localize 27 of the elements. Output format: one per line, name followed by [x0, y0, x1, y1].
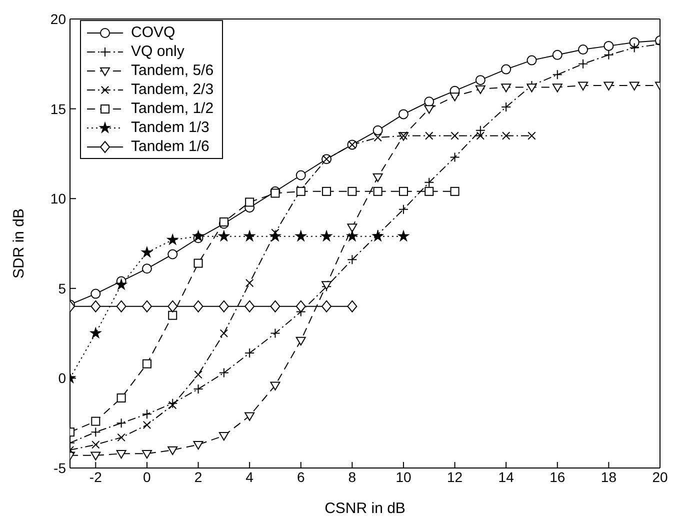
x-tick-label: 2: [194, 468, 202, 485]
x-tick-label: 6: [296, 468, 305, 485]
x-tick-label: 8: [348, 468, 356, 485]
y-tick-label: -5: [54, 460, 66, 476]
y-tick-label: 10: [50, 190, 66, 207]
legend-label: Tandem 1/6: [131, 138, 210, 155]
legend-label: Tandem, 5/6: [131, 62, 214, 79]
y-axis-title: SDR in dB: [10, 208, 28, 279]
x-tick-label: 16: [550, 468, 566, 485]
x-tick-label: 20: [652, 468, 668, 485]
x-tick-label: 0: [143, 468, 152, 485]
x-tick-label: 10: [396, 468, 412, 485]
x-axis-title: CSNR in dB: [324, 500, 406, 517]
x-tick-label: -2: [89, 468, 102, 485]
legend-label: Tandem 1/3: [131, 119, 210, 136]
y-tick-label: 0: [58, 370, 66, 386]
y-tick-label: 5: [58, 280, 66, 296]
x-tick-label: 18: [600, 468, 617, 485]
y-tick-label: 20: [50, 10, 66, 27]
x-tick-label: 4: [246, 468, 254, 485]
x-tick-label: 14: [498, 468, 514, 485]
y-tick-label: 15: [50, 100, 66, 117]
legend-label: COVQ: [131, 24, 176, 41]
legend-label: VQ only: [131, 43, 184, 60]
x-tick-label: 12: [446, 468, 463, 485]
legend-label: Tandem, 2/3: [131, 81, 214, 98]
legend-label: Tandem, 1/2: [131, 100, 214, 117]
